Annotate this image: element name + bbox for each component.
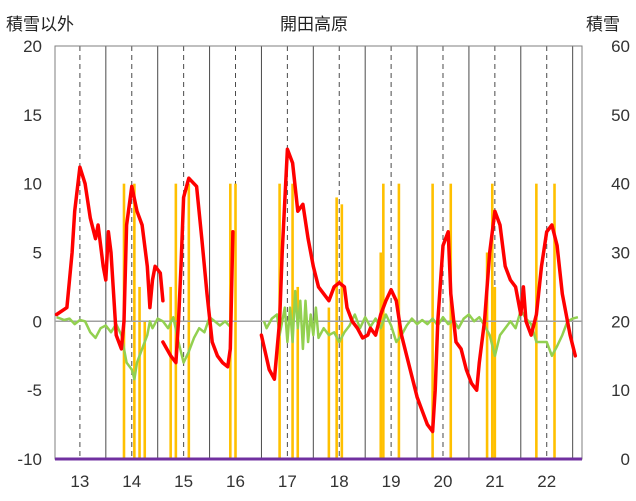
x-tick-label: 19 [382,472,401,491]
x-tick-label: 22 [537,472,556,491]
red-series-line [259,147,578,434]
snow-depth-bar [169,286,172,459]
red-series-line [54,165,165,351]
y-left-tick-label: 5 [33,244,42,263]
green-series-line [56,315,232,381]
x-tick-label: 18 [330,472,349,491]
snow-depth-bar [493,286,497,459]
x-tick-label: 15 [174,472,193,491]
snow-depth-bar [138,286,141,459]
y-right-tick-label: 50 [611,106,630,125]
x-tick-label: 20 [434,472,453,491]
y-left-tick-label: -5 [27,381,42,400]
green-series-line [262,289,579,358]
x-tick-label: 17 [278,472,297,491]
y-right-tick-label: 0 [621,450,630,469]
y-left-tick-label: 0 [33,312,42,331]
snow-depth-bar [327,307,331,459]
x-tick-label: 21 [485,472,504,491]
x-tick-label: 14 [122,472,141,491]
snow-depth-bar [296,286,300,459]
snow-depth-bar [379,252,383,459]
y-left-tick-label: 10 [23,175,42,194]
y-right-tick-label: 10 [611,381,630,400]
y-left-tick-label: 15 [23,106,42,125]
y-right-tick-label: 20 [611,312,630,331]
y-right-tick-label: 30 [611,244,630,263]
x-tick-label: 13 [70,472,89,491]
snow-depth-bar [340,204,344,459]
red-series-line [161,176,235,369]
y-left-tick-label: 20 [23,37,42,56]
snow-depth-bar [143,321,147,459]
y-right-tick-label: 60 [611,37,630,56]
right-axis-label: 積雪 [586,15,620,35]
y-left-tick-label: -10 [17,450,42,469]
x-tick-label: 16 [226,472,245,491]
chart-title: 開田高原 [280,15,348,35]
left-axis-label: 積雪以外 [6,15,74,35]
snow-depth-bar [485,252,489,459]
snow-depth-bar [335,197,338,459]
y-right-tick-label: 40 [611,175,630,194]
